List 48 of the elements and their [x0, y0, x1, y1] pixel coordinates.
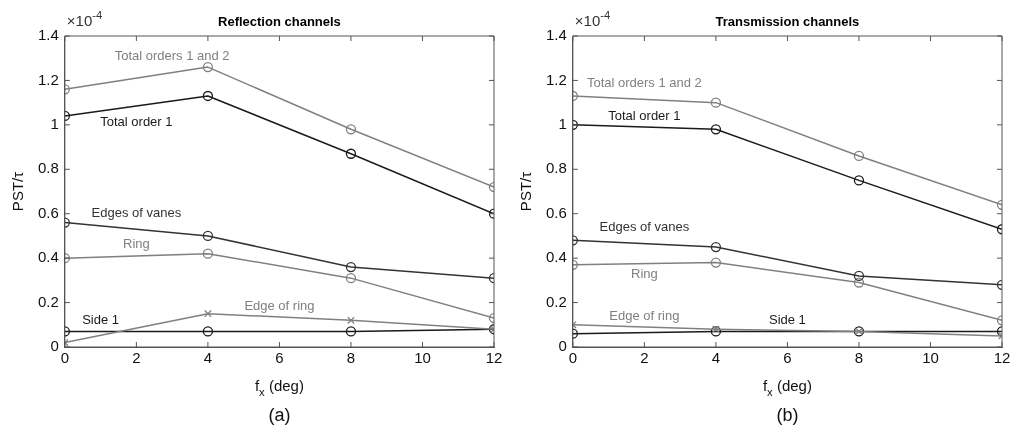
- y-tick-label: 0: [50, 337, 59, 355]
- text: (a): [268, 404, 291, 425]
- y-tick-label: 0.6: [37, 203, 59, 221]
- chart-title: Reflection channels: [218, 13, 341, 29]
- x-tick-label: 4: [711, 349, 721, 367]
- series-label: Total orders 1 and 2: [586, 74, 702, 90]
- y-tick-label: 0.4: [37, 248, 59, 266]
- text: (b): [776, 404, 799, 425]
- series-label: Ring: [631, 266, 658, 282]
- y-tick-label: 0.6: [545, 203, 567, 221]
- y-axis-title: PST/τ: [9, 171, 27, 212]
- point: [347, 316, 355, 325]
- y-tick-label: 1: [558, 115, 567, 132]
- series-label: Edge of ring: [244, 297, 315, 313]
- y-tick-label: 0: [558, 337, 567, 355]
- y-tick-label: 0.4: [545, 248, 567, 266]
- y-tick-label: 1.4: [545, 26, 567, 44]
- point: [204, 309, 212, 318]
- y-tick-label: 1: [50, 115, 59, 132]
- x-tick-label: 12: [993, 349, 1011, 367]
- series-label: Total order 1: [608, 107, 681, 123]
- y-tick-label: 1.4: [37, 26, 59, 44]
- x-tick-label: 8: [854, 349, 864, 367]
- y-tick-label: 0.8: [37, 159, 59, 177]
- y-tick-label: 0.2: [37, 292, 59, 310]
- series-label: Total orders 1 and 2: [114, 48, 230, 64]
- series-label: Side 1: [82, 312, 120, 328]
- y-tick-label: 1.2: [545, 70, 567, 88]
- x-tick-label: 8: [346, 349, 356, 367]
- chart-title: Transmission channels: [715, 13, 860, 29]
- y-tick-label: 0.8: [545, 159, 567, 177]
- series-label: Edges of vanes: [91, 204, 182, 220]
- series-label: Total order 1: [100, 113, 173, 129]
- x-tick-label: 10: [922, 349, 939, 367]
- series-label: Side 1: [768, 312, 806, 328]
- x-tick-label: 6: [783, 349, 792, 367]
- x-tick-label: 2: [132, 349, 141, 367]
- y-tick-label: 0.2: [545, 292, 567, 310]
- series-label: Edges of vanes: [599, 219, 690, 235]
- x-tick-label: 6: [275, 349, 284, 367]
- series-label: Edge of ring: [609, 307, 680, 323]
- x-tick-label: 10: [414, 349, 431, 367]
- y-axis-title: PST/τ: [517, 171, 535, 212]
- x-tick-label: 4: [203, 349, 213, 367]
- y-tick-label: 1.2: [37, 70, 59, 88]
- x-tick-label: 12: [485, 349, 503, 367]
- series-label: Ring: [123, 236, 150, 252]
- x-tick-label: 2: [640, 349, 649, 367]
